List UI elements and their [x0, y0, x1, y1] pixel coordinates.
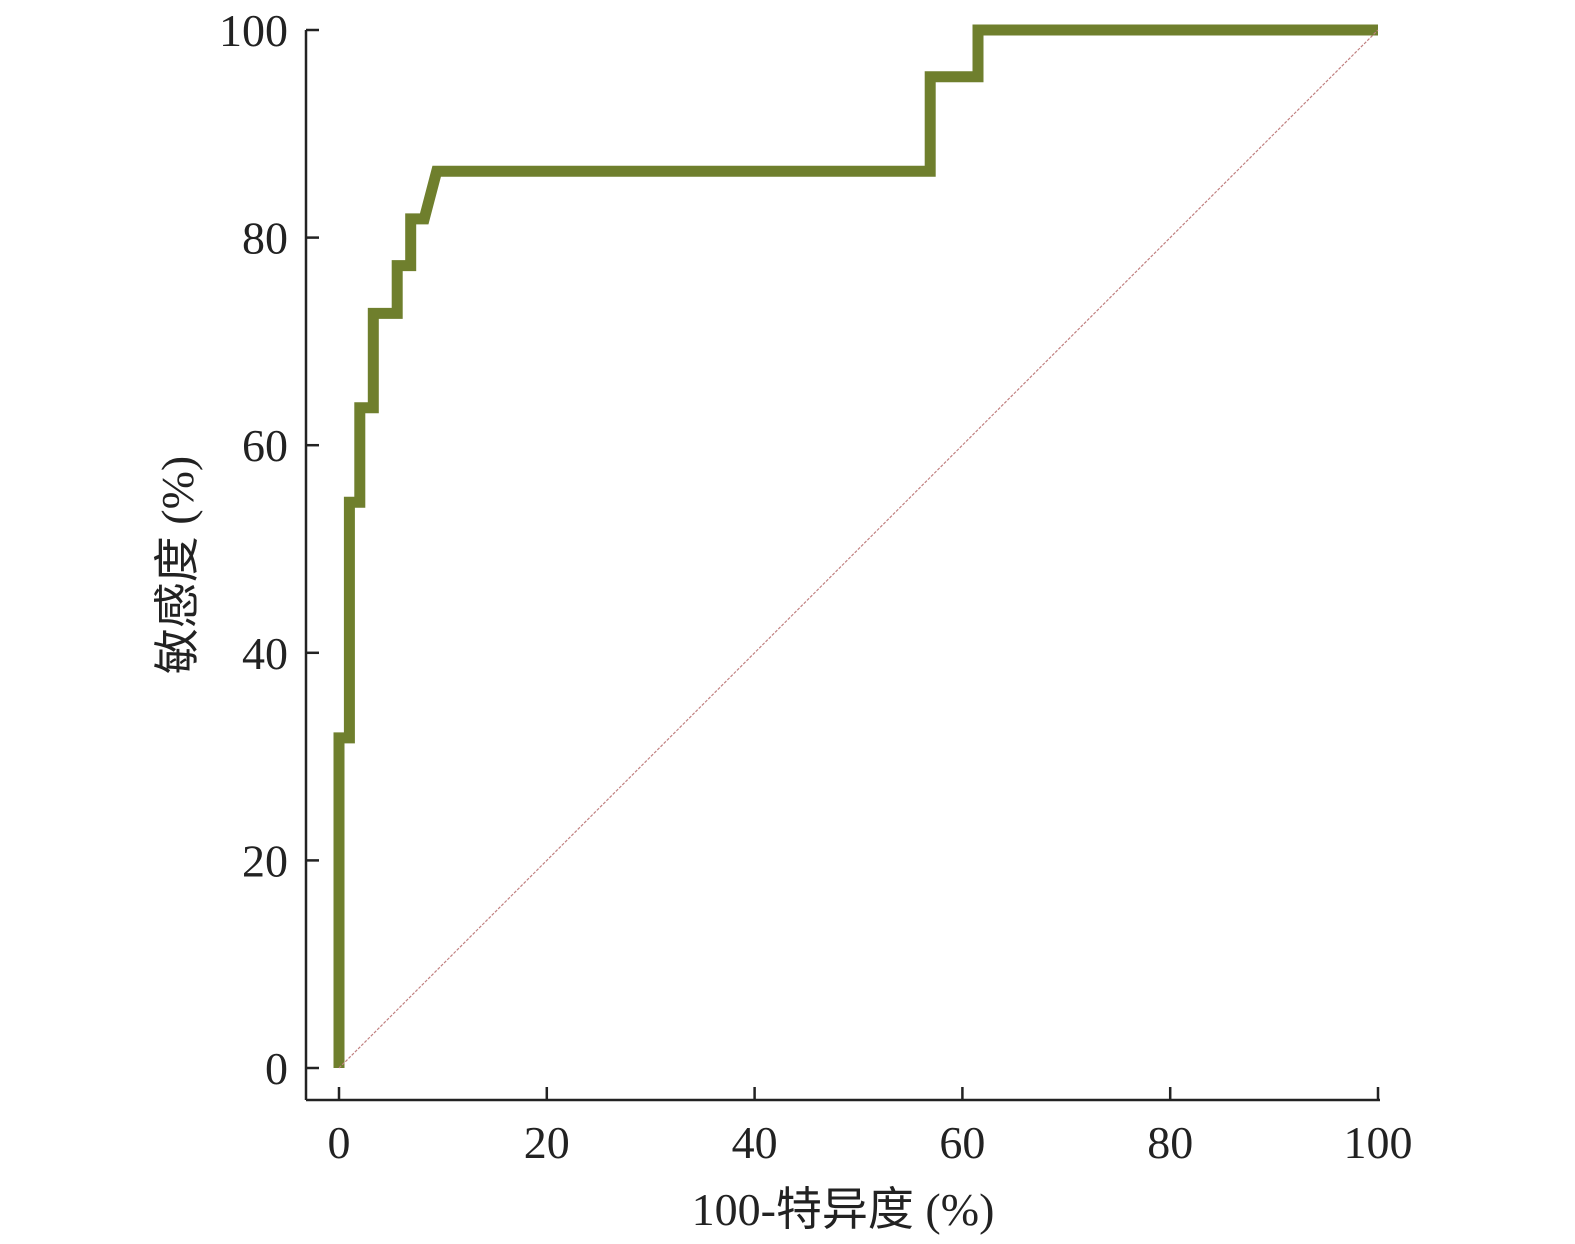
y-tick-label: 40 — [242, 628, 288, 679]
y-axis-title: 敏感度 (%) — [152, 456, 203, 674]
ticks: 0 20 40 60 80 100 0 20 40 60 80 100 — [219, 5, 1413, 1168]
y-tick-label: 60 — [242, 420, 288, 471]
y-tick-label: 100 — [219, 5, 288, 56]
x-tick-label: 40 — [732, 1117, 778, 1168]
y-tick-label: 0 — [265, 1043, 288, 1094]
series-layer — [333, 24, 1379, 1069]
x-axis-title: 100-特异度 (%) — [692, 1184, 995, 1235]
roc-curve-line — [333, 24, 1378, 1068]
x-tick-label: 0 — [328, 1117, 351, 1168]
x-tick-label: 20 — [524, 1117, 570, 1168]
y-tick-label: 80 — [242, 213, 288, 264]
x-tick-label: 80 — [1147, 1117, 1193, 1168]
x-tick-label: 100 — [1344, 1117, 1413, 1168]
axes — [304, 30, 1380, 1102]
x-tick-label: 60 — [939, 1117, 985, 1168]
reference-diagonal-line — [338, 29, 1379, 1069]
y-tick-label: 20 — [242, 835, 288, 886]
